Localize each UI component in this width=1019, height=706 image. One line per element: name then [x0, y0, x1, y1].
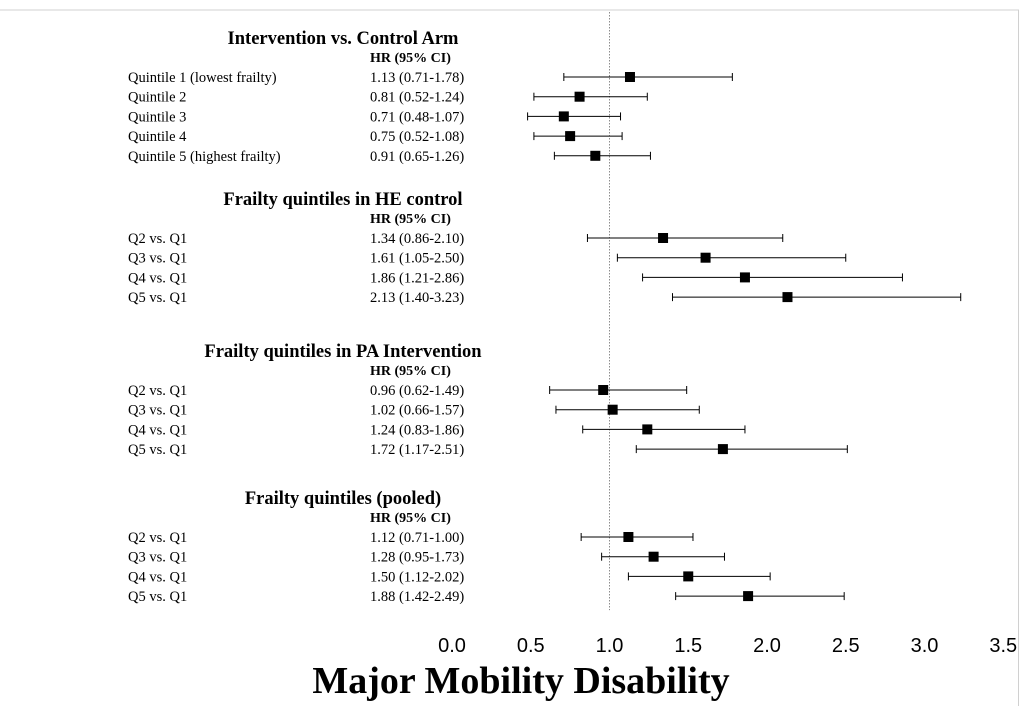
hr-point: [658, 233, 669, 243]
row-label: Q4 vs. Q1: [128, 569, 187, 585]
forest-group: Intervention vs. Control Arm HR (95% CI) Q…: [128, 29, 733, 165]
forest-row: Q3 vs. Q1 1.28 (0.95-1.73): [128, 550, 725, 566]
row-label: Q5 vs. Q1: [128, 442, 187, 458]
hr-point: [558, 111, 569, 122]
hr-value: 1.12 (0.71-1.00): [370, 530, 464, 546]
hr-point: [624, 72, 635, 82]
hr-point: [590, 150, 601, 161]
forest-row: Quintile 3 0.71 (0.48-1.07): [128, 109, 622, 125]
x-tick-label: 1.5: [674, 635, 702, 657]
group-title: Frailty quintiles (pooled): [245, 489, 441, 509]
x-axis: 0.0 0.5 1.0 1.5 2.0 2.5 3.0 3.5: [438, 635, 1017, 657]
hr-point: [683, 571, 694, 582]
hr-point: [717, 444, 728, 455]
hr-value: 1.24 (0.83-1.86): [370, 422, 464, 438]
forest-row: Q2 vs. Q1 1.12 (0.71-1.00): [128, 530, 694, 546]
hr-value: 1.13 (0.71-1.78): [370, 70, 464, 86]
hr-column-header: HR (95% CI): [370, 212, 451, 227]
hr-point: [648, 551, 659, 562]
row-label: Quintile 1 (lowest frailty): [128, 70, 277, 86]
x-tick-label: 2.0: [753, 635, 781, 657]
hr-column-header: HR (95% CI): [370, 51, 451, 66]
hr-point: [782, 292, 793, 303]
hr-point: [565, 131, 576, 142]
row-label: Q4 vs. Q1: [128, 270, 187, 286]
row-label: Q3 vs. Q1: [128, 403, 187, 419]
forest-row: Q4 vs. Q1 1.86 (1.21-2.86): [128, 270, 903, 286]
row-label: Q5 vs. Q1: [128, 290, 187, 306]
x-tick-label: 3.5: [989, 635, 1017, 657]
forest-row: Q3 vs. Q1 1.02 (0.66-1.57): [128, 403, 700, 419]
row-label: Q3 vs. Q1: [128, 251, 187, 267]
forest-row: Quintile 1 (lowest frailty) 1.13 (0.71-1.…: [128, 70, 733, 86]
row-label: Q2 vs. Q1: [128, 383, 187, 399]
hr-column-header: HR (95% CI): [370, 364, 451, 379]
hr-value: 1.86 (1.21-2.86): [370, 270, 464, 286]
hr-value: 0.71 (0.48-1.07): [370, 109, 464, 125]
forest-group: Frailty quintiles in PA Intervention HR (…: [128, 342, 848, 458]
hr-point: [642, 424, 653, 435]
x-tick-label: 0.0: [438, 635, 466, 657]
row-label: Q5 vs. Q1: [128, 589, 187, 605]
x-axis-label: Major Mobility Disability: [312, 660, 729, 702]
hr-point: [739, 272, 750, 283]
forest-group: Frailty quintiles (pooled) HR (95% CI) Q2 …: [128, 489, 845, 605]
hr-value: 0.75 (0.52-1.08): [370, 129, 464, 145]
row-label: Quintile 3: [128, 109, 186, 125]
forest-row: Q2 vs. Q1 1.34 (0.86-2.10): [128, 231, 784, 247]
forest-row: Q2 vs. Q1 0.96 (0.62-1.49): [128, 383, 688, 399]
row-label: Q2 vs. Q1: [128, 530, 187, 546]
hr-value: 1.50 (1.12-2.02): [370, 569, 464, 585]
hr-value: 1.02 (0.66-1.57): [370, 403, 464, 419]
forest-row: Quintile 5 (highest frailty) 0.91 (0.65-1…: [128, 149, 651, 165]
hr-column-header: HR (95% CI): [370, 511, 451, 526]
group-title: Frailty quintiles in HE control: [223, 190, 462, 210]
hr-value: 1.88 (1.42-2.49): [370, 589, 464, 605]
x-tick-label: 1.0: [596, 635, 624, 657]
hr-point: [574, 91, 585, 102]
hr-point: [700, 252, 711, 263]
row-label: Q4 vs. Q1: [128, 422, 187, 438]
hr-value: 1.61 (1.05-2.50): [370, 251, 464, 267]
forest-row: Quintile 2 0.81 (0.52-1.24): [128, 90, 648, 106]
hr-value: 1.28 (0.95-1.73): [370, 550, 464, 566]
group-title: Frailty quintiles in PA Intervention: [204, 342, 482, 362]
hr-value: 2.13 (1.40-3.23): [370, 290, 464, 306]
forest-row: Q4 vs. Q1 1.50 (1.12-2.02): [128, 569, 771, 585]
hr-point: [607, 404, 618, 415]
x-tick-label: 3.0: [911, 635, 939, 657]
hr-point: [623, 532, 634, 542]
forest-row: Quintile 4 0.75 (0.52-1.08): [128, 129, 623, 145]
hr-value: 0.96 (0.62-1.49): [370, 383, 464, 399]
forest-group: Frailty quintiles in HE control HR (95% C…: [128, 190, 962, 306]
hr-value: 0.91 (0.65-1.26): [370, 149, 464, 165]
row-label: Quintile 4: [128, 129, 187, 145]
forest-row: Q4 vs. Q1 1.24 (0.83-1.86): [128, 422, 746, 438]
forest-row: Q5 vs. Q1 1.88 (1.42-2.49): [128, 589, 845, 605]
row-label: Q2 vs. Q1: [128, 231, 187, 247]
forest-row: Q5 vs. Q1 2.13 (1.40-3.23): [128, 290, 962, 306]
x-tick-label: 0.5: [517, 635, 545, 657]
hr-point: [743, 591, 754, 602]
row-label: Q3 vs. Q1: [128, 550, 187, 566]
hr-point: [598, 385, 609, 395]
groups-layer: Intervention vs. Control Arm HR (95% CI) Q…: [128, 29, 962, 605]
group-title: Intervention vs. Control Arm: [228, 29, 459, 49]
hr-value: 1.72 (1.17-2.51): [370, 442, 464, 458]
row-label: Quintile 2: [128, 90, 186, 106]
hr-value: 1.34 (0.86-2.10): [370, 231, 464, 247]
forest-row: Q3 vs. Q1 1.61 (1.05-2.50): [128, 251, 847, 267]
forest-row: Q5 vs. Q1 1.72 (1.17-2.51): [128, 442, 848, 458]
hr-value: 0.81 (0.52-1.24): [370, 90, 464, 106]
row-label: Quintile 5 (highest frailty): [128, 149, 281, 165]
x-tick-label: 2.5: [832, 635, 860, 657]
